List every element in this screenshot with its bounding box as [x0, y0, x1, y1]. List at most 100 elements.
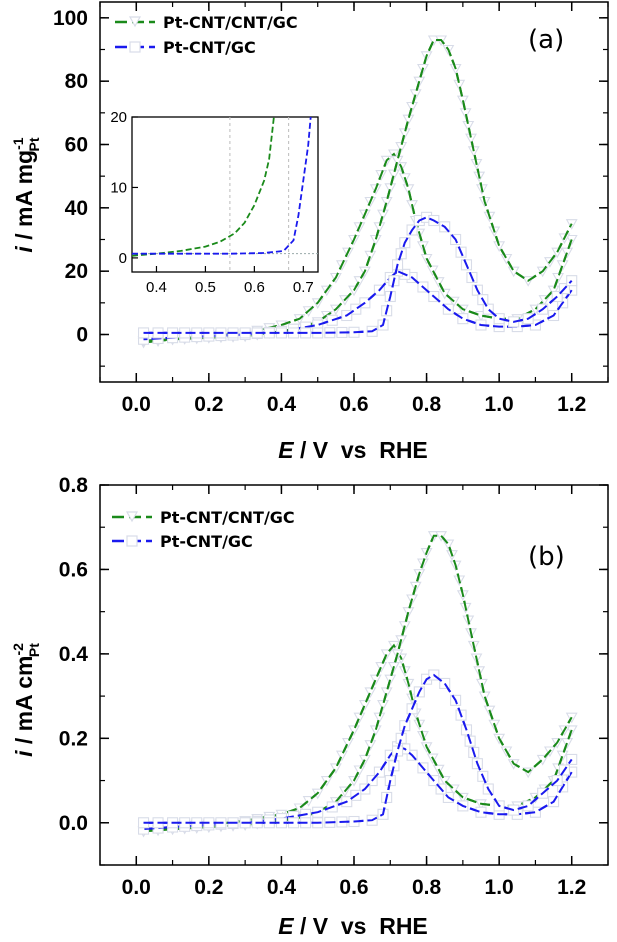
- x-tick-label: 0.4: [267, 876, 297, 899]
- data-point: [342, 738, 354, 749]
- y-tick-label: 60: [65, 134, 88, 157]
- data-point: [373, 766, 385, 778]
- legend-marker-square-icon: [129, 41, 141, 53]
- data-point: [329, 763, 342, 775]
- legend-label: Pt-CNT/CNT/GC: [163, 13, 298, 32]
- data-point: [522, 800, 534, 812]
- y-label-subscript: Pt: [26, 137, 42, 151]
- data-point: [369, 725, 382, 737]
- data-point: [493, 241, 506, 252]
- y-label-subscript: Pt: [26, 643, 42, 657]
- x-tick-label: 0.6: [339, 876, 368, 899]
- data-point: [380, 687, 393, 699]
- series-pt-cnt-gc: [137, 669, 578, 835]
- data-point: [439, 677, 451, 689]
- panel-b-y-ticks: 0.0 0.2 0.4 0.6 0.8: [59, 474, 608, 866]
- data-point: [377, 700, 389, 711]
- inset-curves: [131, 116, 318, 272]
- x-tick-label: 1.2: [557, 393, 586, 416]
- data-point: [406, 101, 418, 113]
- panel-b-x-axis-title: E / V vs RHE: [278, 913, 428, 939]
- data-point: [364, 250, 377, 262]
- data-point: [364, 687, 377, 699]
- data-point: [551, 247, 564, 259]
- data-point: [551, 290, 563, 303]
- inset-frame: [131, 116, 319, 273]
- data-point: [493, 313, 505, 325]
- series-pt-cnt-cnt-gc-forward-scan-line-overlay: [143, 39, 573, 342]
- data-point: [353, 765, 366, 777]
- y-tick-label: 0.4: [59, 643, 89, 666]
- data-point: [402, 184, 415, 195]
- panel-b-label: (b): [528, 542, 565, 572]
- data-point: [561, 247, 574, 259]
- y-label-superscript: -1: [10, 137, 26, 150]
- y-tick-label: 40: [65, 197, 88, 220]
- data-point: [353, 712, 366, 724]
- data-point: [302, 796, 315, 807]
- data-point: [375, 662, 388, 673]
- y-tick-label: 80: [65, 70, 88, 93]
- series-pt-cnt-gc-forward-scan-line-overlay: [143, 673, 573, 824]
- x-label-symbol: E: [278, 437, 294, 463]
- series-pt-cnt-gc: [137, 211, 578, 345]
- data-point: [438, 776, 451, 787]
- series-pt-cnt-gc-forward-scan-markers: [137, 669, 578, 829]
- data-point: [348, 725, 360, 737]
- x-tick-label: 0.2: [194, 876, 223, 899]
- data-point: [384, 674, 397, 686]
- data-point: [369, 674, 382, 686]
- panel-a-legend: Pt-CNT/CNT/GC Pt-CNT/GC: [115, 13, 298, 57]
- data-point: [350, 303, 362, 315]
- legend-marker-triangle-icon: [125, 511, 139, 523]
- panel-a-inset: 0.4 0.5 0.6 0.7 0 10 20: [110, 109, 319, 296]
- data-point: [547, 285, 560, 297]
- data-point: [402, 114, 415, 126]
- data-point: [377, 209, 389, 221]
- legend-marker-square-icon: [126, 535, 138, 547]
- legend-label: Pt-CNT/GC: [163, 38, 256, 57]
- data-point: [432, 277, 445, 288]
- data-point: [457, 313, 469, 325]
- legend-label: Pt-CNT/GC: [160, 532, 253, 551]
- data-point: [373, 712, 386, 724]
- inset-series-pt-cnt-gc: [132, 116, 312, 255]
- data-point: [399, 720, 411, 732]
- panel-b-y-axis-title: i / mA cm-2Pt: [10, 643, 42, 757]
- y-tick-label: 0.8: [59, 474, 89, 497]
- data-point: [552, 272, 565, 284]
- data-point: [426, 265, 439, 277]
- data-point: [556, 260, 569, 271]
- x-tick-label: 0.0: [122, 876, 151, 899]
- data-point: [380, 649, 393, 661]
- y-tick-label: 0.0: [59, 812, 88, 835]
- data-point: [500, 253, 513, 265]
- y-tick-label: 0.2: [59, 727, 88, 750]
- x-tick-label: 0.8: [412, 876, 442, 899]
- inset-y-tick-label: 10: [110, 179, 127, 196]
- x-label-text: / V vs RHE: [294, 913, 428, 939]
- series-pt-cnt-cnt-gc-forward-scan-line-overlay: [143, 534, 573, 833]
- x-tick-label: 0.8: [412, 393, 442, 416]
- panel-a-y-axis-title: i / mA mg-1Pt: [10, 137, 42, 252]
- inset-x-tick-label: 0.5: [195, 279, 216, 296]
- y-label-text: / mA mg: [11, 150, 37, 246]
- panel-b-x-ticks: 0.0 0.2 0.4 0.6 0.8 1.0 1.2: [99, 485, 609, 899]
- y-label-superscript: -2: [10, 643, 26, 656]
- legend-item-pt-cnt-gc: Pt-CNT/GC: [112, 532, 253, 551]
- data-point: [561, 738, 574, 749]
- panel-a-label: (a): [528, 25, 564, 55]
- data-point: [482, 303, 494, 315]
- data-point: [358, 700, 371, 711]
- legend-item-pt-cnt-cnt-gc: Pt-CNT/CNT/GC: [115, 13, 298, 32]
- inset-x-tick-label: 0.7: [293, 279, 314, 296]
- inset-series-pt-cnt-cnt-gc: [131, 116, 275, 257]
- series-pt-cnt-cnt-gc-forward-scan-line: [143, 534, 573, 833]
- data-point: [395, 732, 407, 744]
- legend-item-pt-cnt-cnt-gc: Pt-CNT/CNT/GC: [112, 508, 295, 527]
- inset-x-tick-label: 0.4: [146, 279, 167, 296]
- x-tick-label: 0.2: [194, 393, 223, 416]
